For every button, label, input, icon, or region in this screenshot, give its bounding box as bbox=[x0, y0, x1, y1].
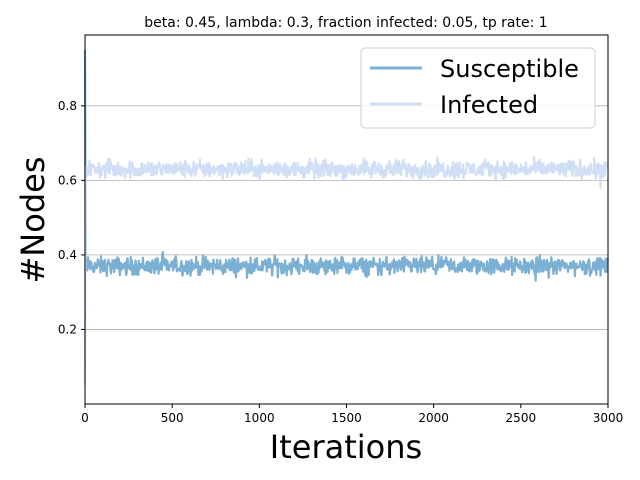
x-axis-label: Iterations bbox=[270, 428, 422, 466]
x-tick-label: 1500 bbox=[331, 411, 362, 425]
x-axis-ticks: 0 500 1000 1500 2000 2500 3000 bbox=[81, 404, 623, 425]
series-lines bbox=[83, 49, 609, 386]
legend-label-infected: Infected bbox=[440, 91, 538, 119]
x-tick-label: 0 bbox=[81, 411, 89, 425]
x-tick-label: 2000 bbox=[418, 411, 449, 425]
series-line-infected bbox=[83, 155, 609, 386]
y-axis-ticks: 0.2 0.4 0.6 0.8 bbox=[58, 99, 85, 336]
y-tick-label: 0.4 bbox=[58, 248, 77, 262]
x-tick-label: 2500 bbox=[506, 411, 537, 425]
y-tick-label: 0.8 bbox=[58, 99, 77, 113]
x-tick-label: 1000 bbox=[244, 411, 275, 425]
y-tick-label: 0.6 bbox=[58, 173, 77, 187]
chart-title: beta: 0.45, lambda: 0.3, fraction infect… bbox=[144, 15, 547, 31]
legend: Susceptible Infected bbox=[360, 47, 596, 129]
legend-label-susceptible: Susceptible bbox=[440, 55, 579, 83]
series-line-susceptible bbox=[83, 49, 609, 282]
x-tick-label: 3000 bbox=[593, 411, 624, 425]
grid-lines bbox=[85, 105, 608, 330]
y-axis-label: #Nodes bbox=[14, 157, 52, 284]
x-tick-label: 500 bbox=[161, 411, 184, 425]
y-tick-label: 0.2 bbox=[58, 322, 77, 336]
